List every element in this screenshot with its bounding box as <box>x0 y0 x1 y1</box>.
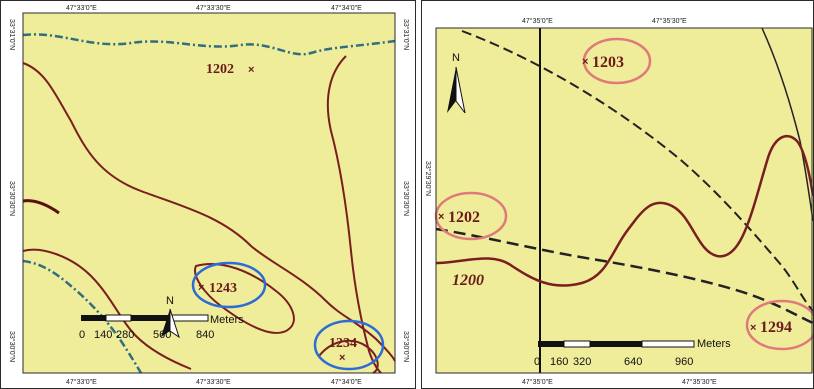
scale-tick-140: 140 <box>94 329 112 341</box>
scale-tick-0: 0 <box>79 329 85 341</box>
left-map-panel: 1202 × × 1243 1234 × Meters 0 140 280 56… <box>0 0 416 389</box>
left-scale-bar: Meters 0 140 280 560 840 <box>79 314 244 341</box>
top-tick-3: 47°34'0"E <box>331 4 362 12</box>
right-north-arrow: N <box>447 52 466 114</box>
north-arrow-icon <box>447 67 456 113</box>
scale-unit: Meters <box>697 338 731 350</box>
left-contour-east <box>326 55 382 374</box>
elevation-label-1200: 1200 <box>452 272 484 289</box>
bottom-tick-2: 47°33'30"E <box>196 378 231 386</box>
elevation-label-1202: 1202 <box>448 209 480 226</box>
left-map-frame <box>22 12 396 374</box>
right-map-panel: × 1203 × 1202 1200 × 1294 N Meters 0 160… <box>421 0 814 389</box>
right-contour-1200 <box>435 135 813 287</box>
left-contour-main <box>22 62 396 362</box>
elevation-label-1234: 1234 <box>329 336 357 351</box>
top-tick-2: 47°33'30"E <box>196 4 231 12</box>
right-tick-2: 33°30'30"N <box>402 181 410 216</box>
blue-highlight-1234 <box>313 319 385 371</box>
scale-tick-0: 0 <box>534 356 540 368</box>
top-tick-1: 47°33'0"E <box>66 4 97 12</box>
left-river-bottom <box>22 259 143 374</box>
bottom-tick-3: 47°34'0"E <box>331 378 362 386</box>
spot-height-mark-icon: × <box>438 211 444 223</box>
left-river-top <box>22 33 396 56</box>
right-road-east <box>761 27 813 222</box>
spot-height-mark-icon: × <box>750 322 756 334</box>
right-track-south <box>435 227 813 325</box>
spot-height-mark-icon: × <box>582 56 588 68</box>
spot-height-mark-icon: × <box>339 352 345 364</box>
elevation-label-1202: 1202 <box>206 62 234 77</box>
blue-highlight-1243 <box>191 261 267 309</box>
left-contour-se-knoll <box>318 339 379 374</box>
right-tick-3: 33°30'0"N <box>402 331 410 362</box>
left-map-svg: 1202 × × 1243 1234 × Meters 0 140 280 56… <box>8 4 410 386</box>
bottom-tick-2: 47°35'30"E <box>682 378 717 386</box>
red-highlight-1203 <box>582 37 652 85</box>
scale-tick-320: 320 <box>573 356 591 368</box>
bottom-tick-1: 47°33'0"E <box>66 378 97 386</box>
left-tick-3: 33°30'0"N <box>8 331 16 362</box>
top-tick-1: 47°35'0"E <box>522 17 553 25</box>
top-tick-2: 47°35'30"E <box>652 17 687 25</box>
left-contour-southwest <box>22 248 192 370</box>
elevation-label-1203: 1203 <box>592 54 624 71</box>
right-track-north <box>461 30 813 312</box>
elevation-label-1243: 1243 <box>209 281 237 296</box>
right-map-svg: × 1203 × 1202 1200 × 1294 N Meters 0 160… <box>424 17 813 386</box>
scale-tick-960: 960 <box>675 356 693 368</box>
left-tick-1: 33°29'30"N <box>424 161 432 196</box>
scale-tick-280: 280 <box>116 329 134 341</box>
left-tick-2: 33°30'30"N <box>8 181 16 216</box>
right-scale-bar: Meters 0 160 320 640 960 <box>534 338 731 368</box>
scale-tick-160: 160 <box>550 356 568 368</box>
bottom-tick-1: 47°35'0"E <box>522 378 553 386</box>
red-highlight-1294 <box>745 299 813 351</box>
right-map-frame <box>435 27 813 374</box>
left-north-arrow: N <box>161 295 180 339</box>
left-tick-1: 33°31'0"N <box>8 19 16 50</box>
north-letter: N <box>452 52 460 64</box>
left-contour-stub <box>22 199 60 215</box>
spot-height-mark-icon: × <box>248 64 254 76</box>
north-letter: N <box>166 295 174 307</box>
elevation-label-1294: 1294 <box>760 319 792 336</box>
north-arrow-icon <box>161 309 170 337</box>
left-contour-knoll <box>194 262 295 334</box>
right-tick-1: 33°31'0"N <box>402 19 410 50</box>
scale-tick-640: 640 <box>624 356 642 368</box>
left-map-area <box>23 13 395 373</box>
scale-tick-840: 840 <box>196 329 214 341</box>
spot-height-mark-icon: × <box>198 282 204 294</box>
scale-unit: Meters <box>210 314 244 326</box>
